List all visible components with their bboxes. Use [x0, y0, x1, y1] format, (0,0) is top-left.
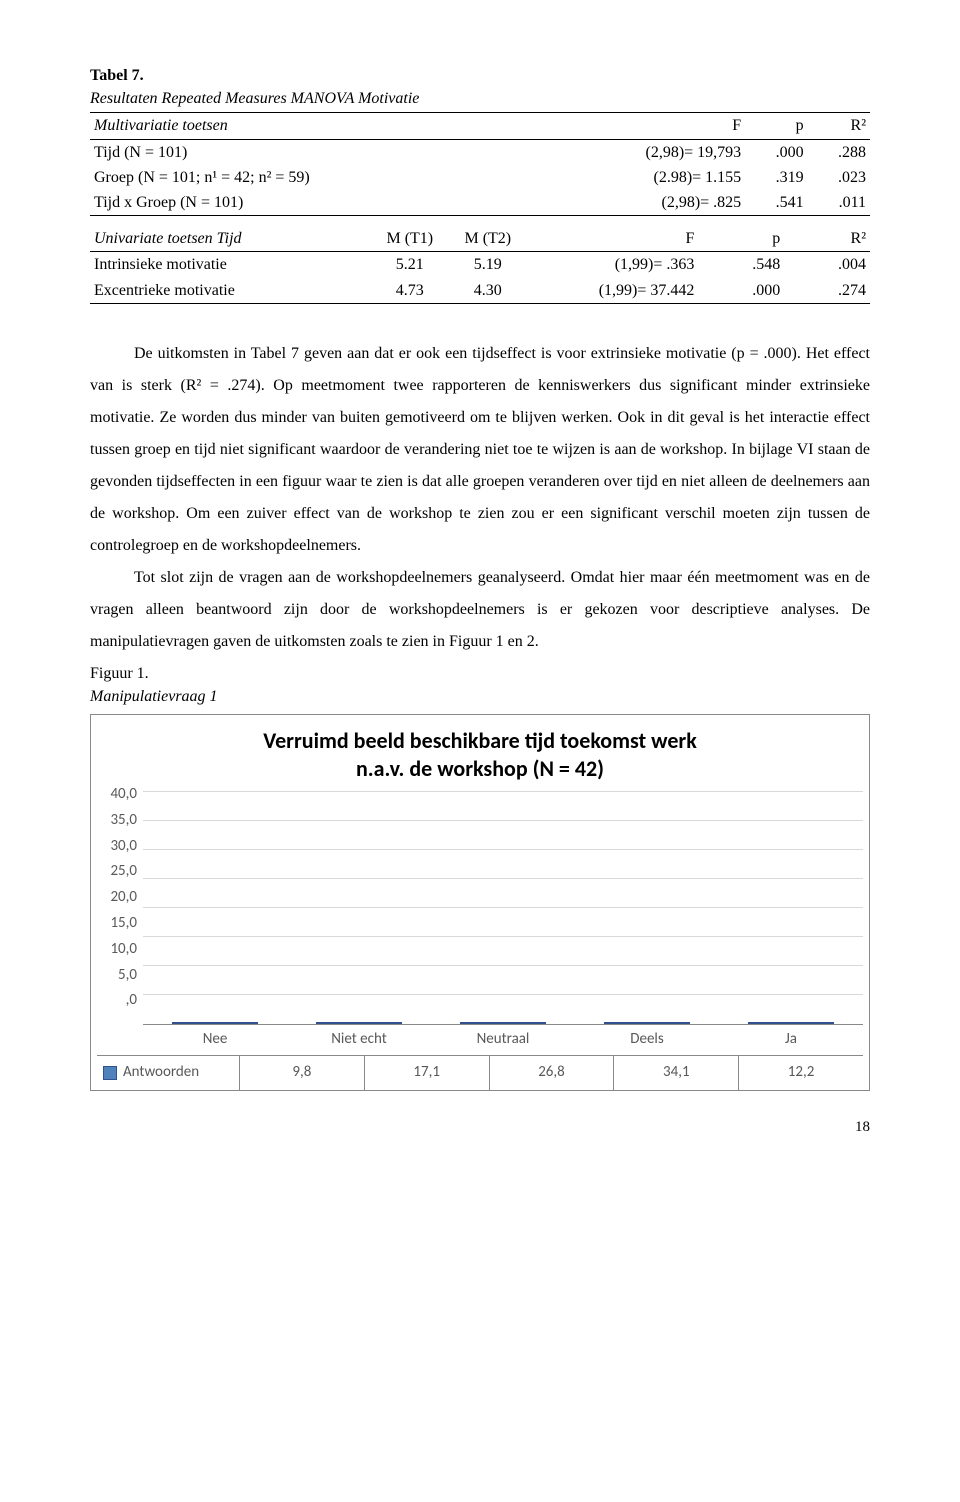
y-tick: 40,0	[110, 784, 143, 810]
col-R2: R²	[784, 226, 870, 252]
chart-bar	[748, 1022, 834, 1024]
y-tick: 20,0	[110, 887, 143, 913]
legend-swatch-icon	[103, 1066, 117, 1080]
table-row: Groep (N = 101; n¹ = 42; n² = 59) (2.98)…	[90, 165, 870, 190]
chart-y-axis: 40,035,030,025,020,015,010,05,0,0	[97, 792, 143, 1024]
chart-bar	[316, 1022, 402, 1024]
chart-title: Verruimd beeld beschikbare tijd toekomst…	[97, 727, 863, 782]
chart-bar	[604, 1022, 690, 1024]
chart-plot-area	[143, 792, 863, 1025]
chart-bar	[460, 1022, 546, 1024]
x-tick: Ja	[719, 1025, 863, 1055]
x-tick: Neutraal	[431, 1025, 575, 1055]
table-row: Tijd (N = 101) (2,98)= 19,793 .000 .288	[90, 139, 870, 165]
y-tick: 15,0	[110, 913, 143, 939]
stats-table-multivariate: Multivariatie toetsen F p R² Tijd (N = 1…	[90, 112, 870, 216]
chart-bar	[172, 1022, 258, 1024]
legend-value: 9,8	[240, 1056, 365, 1090]
col-MT2: M (T2)	[449, 226, 527, 252]
stats-table-univariate: Univariate toetsen Tijd M (T1) M (T2) F …	[90, 226, 870, 304]
x-tick: Deels	[575, 1025, 719, 1055]
table-label: Tabel 7.	[90, 64, 870, 87]
legend-value: 34,1	[614, 1056, 739, 1090]
table-row: Excentrieke motivatie 4.73 4.30 (1,99)= …	[90, 278, 870, 304]
bar-chart: Verruimd beeld beschikbare tijd toekomst…	[90, 714, 870, 1091]
chart-legend-label: Antwoorden	[97, 1056, 240, 1090]
body-paragraph-2: Tot slot zijn de vragen aan de workshopd…	[90, 562, 870, 658]
col-p: p	[698, 226, 784, 252]
chart-x-axis: NeeNiet echtNeutraalDeelsJa	[97, 1025, 863, 1055]
chart-legend-row: Antwoorden 9,817,126,834,112,2	[97, 1055, 863, 1090]
y-tick: 35,0	[110, 810, 143, 836]
col-R2: R²	[808, 113, 870, 139]
legend-value: 17,1	[365, 1056, 490, 1090]
y-tick: 30,0	[110, 836, 143, 862]
table-row: Tijd x Groep (N = 101) (2,98)= .825 .541…	[90, 190, 870, 216]
table-row: Intrinsieke motivatie 5.21 5.19 (1,99)= …	[90, 252, 870, 278]
legend-value: 12,2	[739, 1056, 863, 1090]
mv-header: Multivariatie toetsen	[90, 113, 449, 139]
col-F: F	[527, 226, 699, 252]
col-p: p	[745, 113, 807, 139]
legend-value: 26,8	[490, 1056, 615, 1090]
y-tick: ,0	[126, 990, 143, 1016]
table-caption: Resultaten Repeated Measures MANOVA Moti…	[90, 87, 870, 110]
y-tick: 10,0	[110, 939, 143, 965]
body-paragraph-1: De uitkomsten in Tabel 7 geven aan dat e…	[90, 338, 870, 562]
uv-header: Univariate toetsen Tijd	[90, 226, 371, 252]
x-tick: Niet echt	[287, 1025, 431, 1055]
page-number: 18	[90, 1117, 870, 1139]
figure-label: Figuur 1.	[90, 662, 870, 685]
col-F: F	[605, 113, 745, 139]
x-tick: Nee	[143, 1025, 287, 1055]
y-tick: 25,0	[110, 861, 143, 887]
col-MT1: M (T1)	[371, 226, 449, 252]
y-tick: 5,0	[118, 965, 143, 991]
figure-caption: Manipulatievraag 1	[90, 685, 870, 708]
